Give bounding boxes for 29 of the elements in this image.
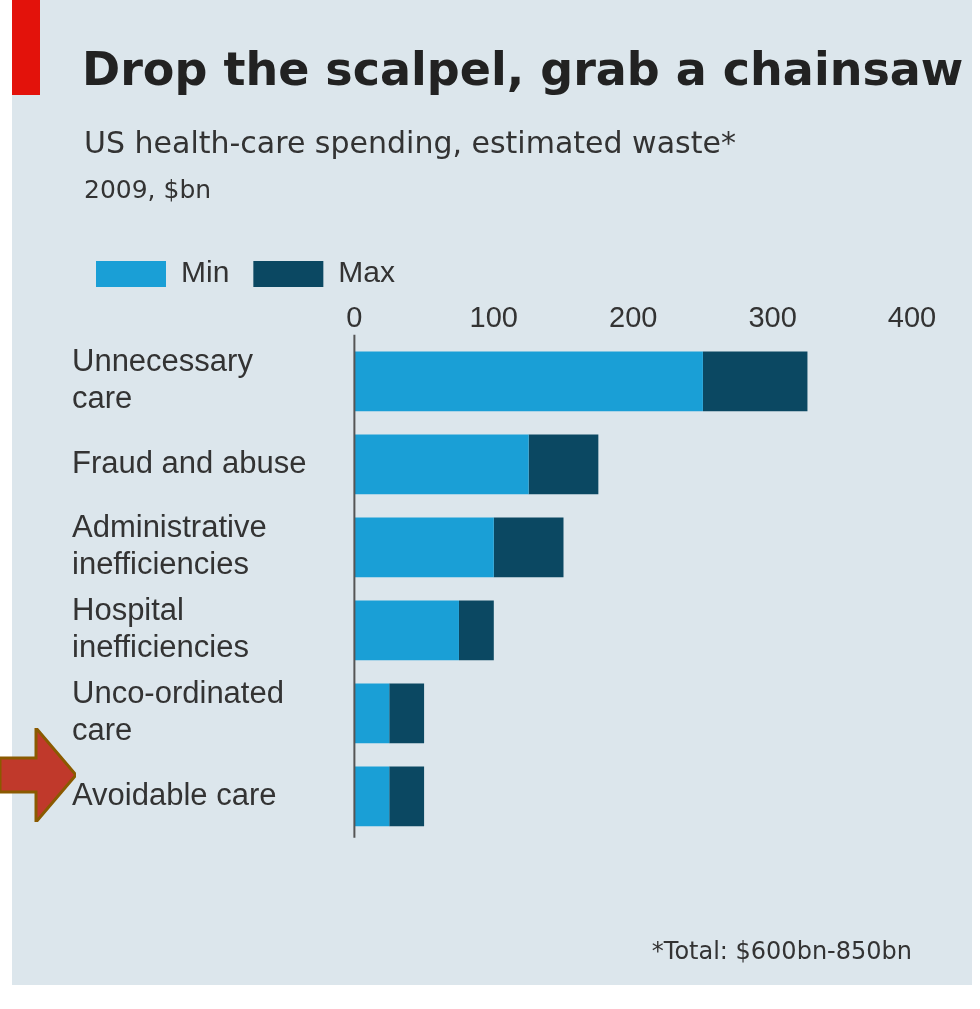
x-tick-label: 400 (887, 301, 937, 334)
bar (354, 434, 529, 495)
legend-label: Min (181, 255, 230, 289)
y-tick-label: Unco-ordinated care (72, 675, 284, 748)
bar (354, 766, 390, 827)
bar (354, 600, 459, 661)
bar (354, 351, 703, 412)
bar (354, 683, 390, 744)
x-tick-label: 200 (609, 301, 658, 334)
chart-title: Drop the scalpel, grab a chainsaw (82, 42, 964, 96)
x-tick-label: 100 (469, 301, 518, 334)
legend-label: Max (338, 255, 396, 289)
bar (389, 766, 425, 827)
bar (458, 600, 494, 661)
x-tick-label: 300 (748, 301, 797, 334)
bar (528, 434, 599, 495)
y-tick-label: Administrative inefficiencies (72, 509, 267, 582)
y-tick-label: Unnecessary care (72, 343, 254, 416)
bar (354, 517, 494, 578)
y-tick-label: Avoidable care (72, 776, 277, 812)
bar (702, 351, 808, 412)
text: *Total: $600bn-850bn (651, 937, 912, 965)
y-tick-label: Hospital inefficiencies (72, 592, 249, 665)
text: 2009, $bn (84, 175, 212, 204)
bar (493, 517, 564, 578)
y-tick-label: Fraud and abuse (72, 444, 307, 480)
bar (389, 683, 425, 744)
chart-subtitle: US health-care spending, estimated waste* (84, 125, 736, 160)
x-tick-label: 0 (346, 301, 363, 334)
